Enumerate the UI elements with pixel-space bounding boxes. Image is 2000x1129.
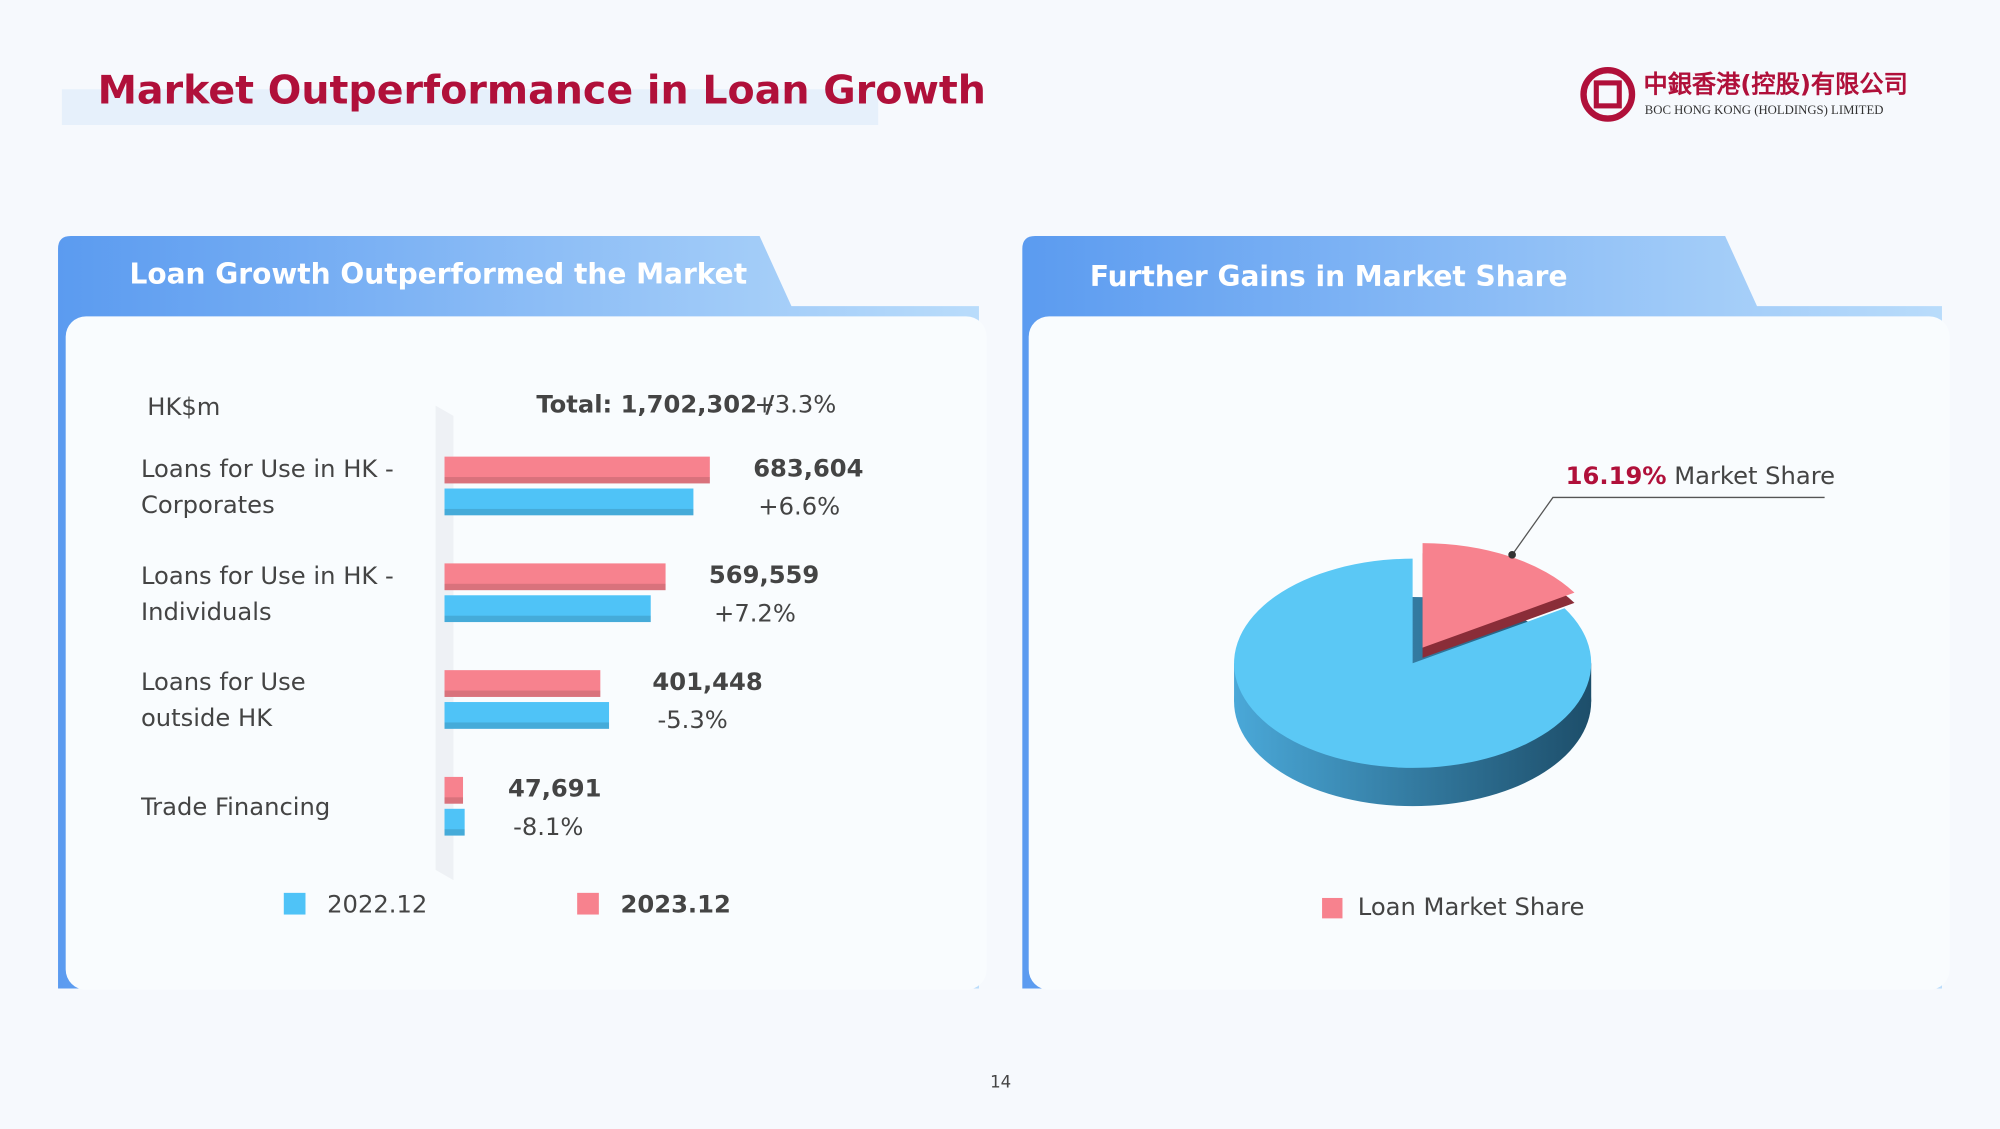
value-label: 683,604 xyxy=(753,454,863,482)
panel-title: Further Gains in Market Share xyxy=(1090,260,1568,293)
logo-mark xyxy=(1580,66,1636,122)
category-label: Loans for Use in HK - Corporates xyxy=(140,455,394,520)
logo-en: BOC HONG KONG (HOLDINGS) LIMITED xyxy=(1645,103,1884,117)
value-label: 401,448 xyxy=(652,668,762,696)
legend-label: 2023.12 xyxy=(621,891,731,919)
bar xyxy=(444,702,610,729)
bar-shade xyxy=(444,508,694,516)
page-number: 14 xyxy=(990,1072,1011,1091)
category-text: Trade Financing xyxy=(140,793,331,822)
bar-shade xyxy=(444,615,651,623)
pie-slice xyxy=(1234,558,1592,768)
unit-label: HK$m xyxy=(147,393,220,421)
bar-shade xyxy=(444,829,465,836)
category-label: Loans for Use outside HK xyxy=(140,668,306,733)
bar-shade xyxy=(444,477,710,484)
bar xyxy=(444,808,465,836)
panel xyxy=(65,316,987,990)
bar xyxy=(444,776,464,804)
bar xyxy=(444,456,710,484)
bar-shade xyxy=(444,722,610,729)
category-label: Trade Financing xyxy=(140,793,331,822)
change-label: -8.1% xyxy=(513,813,583,841)
bar-shade xyxy=(444,797,464,804)
annotation-value: 16.19% xyxy=(1566,462,1667,490)
page-title: Market Outperformance in Loan Growth xyxy=(98,68,986,114)
legend-label: Loan Market Share xyxy=(1358,893,1585,921)
category-text: Loans for Use in HK - Individuals xyxy=(140,562,394,626)
bar xyxy=(444,670,601,697)
legend-label: 2022.12 xyxy=(327,891,427,919)
change-label: +6.6% xyxy=(758,493,840,521)
bar xyxy=(444,563,666,591)
value-label: 47,691 xyxy=(508,775,601,803)
category-label: Loans for Use in HK - Individuals xyxy=(140,562,394,626)
value-label: 569,559 xyxy=(709,561,819,589)
panel-title: Loan Growth Outperformed the Market xyxy=(129,258,747,291)
logo-cn: 中銀香港(控股)有限公司 xyxy=(1643,70,1907,98)
pie-slice xyxy=(1422,543,1575,648)
category-text: Loans for Use in HK - Corporates xyxy=(140,455,394,520)
logo-mark-inner xyxy=(1593,80,1622,109)
total-label: Total: 1,702,302 / xyxy=(536,391,774,419)
legend-swatch xyxy=(1322,897,1343,919)
legend-swatch xyxy=(577,892,599,915)
leader-dot xyxy=(1508,551,1516,559)
annotation-text: Market Share xyxy=(1674,462,1835,490)
category-text: Loans for Use outside HK xyxy=(140,668,306,733)
total-change: +3.3% xyxy=(754,391,836,419)
title-band xyxy=(61,89,879,125)
change-label: -5.3% xyxy=(658,706,728,734)
bar-shade xyxy=(444,690,601,697)
bar-backdrop xyxy=(435,405,454,881)
legend-swatch xyxy=(283,892,306,915)
leader-line xyxy=(1511,496,1825,556)
annotation: 16.19% Market Share xyxy=(1566,462,1835,490)
change-label: +7.2% xyxy=(714,599,796,627)
bar-shade xyxy=(444,583,666,591)
bar xyxy=(444,488,694,516)
bar xyxy=(444,595,651,623)
